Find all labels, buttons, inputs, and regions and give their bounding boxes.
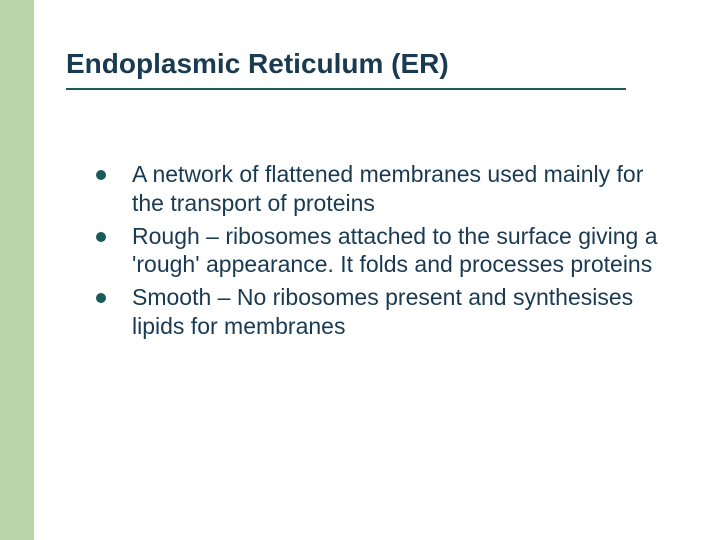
title-underline	[66, 88, 626, 90]
bullet-text: A network of flattened membranes used ma…	[132, 160, 680, 218]
bullet-text: Smooth – No ribosomes present and synthe…	[132, 283, 680, 341]
bullet-icon	[96, 232, 106, 242]
bullet-icon	[96, 170, 106, 180]
list-item: A network of flattened membranes used ma…	[96, 160, 680, 218]
slide-title: Endoplasmic Reticulum (ER)	[66, 48, 680, 80]
slide-content: Endoplasmic Reticulum (ER) A network of …	[34, 0, 720, 540]
list-item: Rough – ribosomes attached to the surfac…	[96, 222, 680, 280]
bullet-icon	[96, 293, 106, 303]
list-item: Smooth – No ribosomes present and synthe…	[96, 283, 680, 341]
bullet-list: A network of flattened membranes used ma…	[66, 160, 680, 341]
bullet-text: Rough – ribosomes attached to the surfac…	[132, 222, 680, 280]
left-accent-bar	[0, 0, 34, 540]
